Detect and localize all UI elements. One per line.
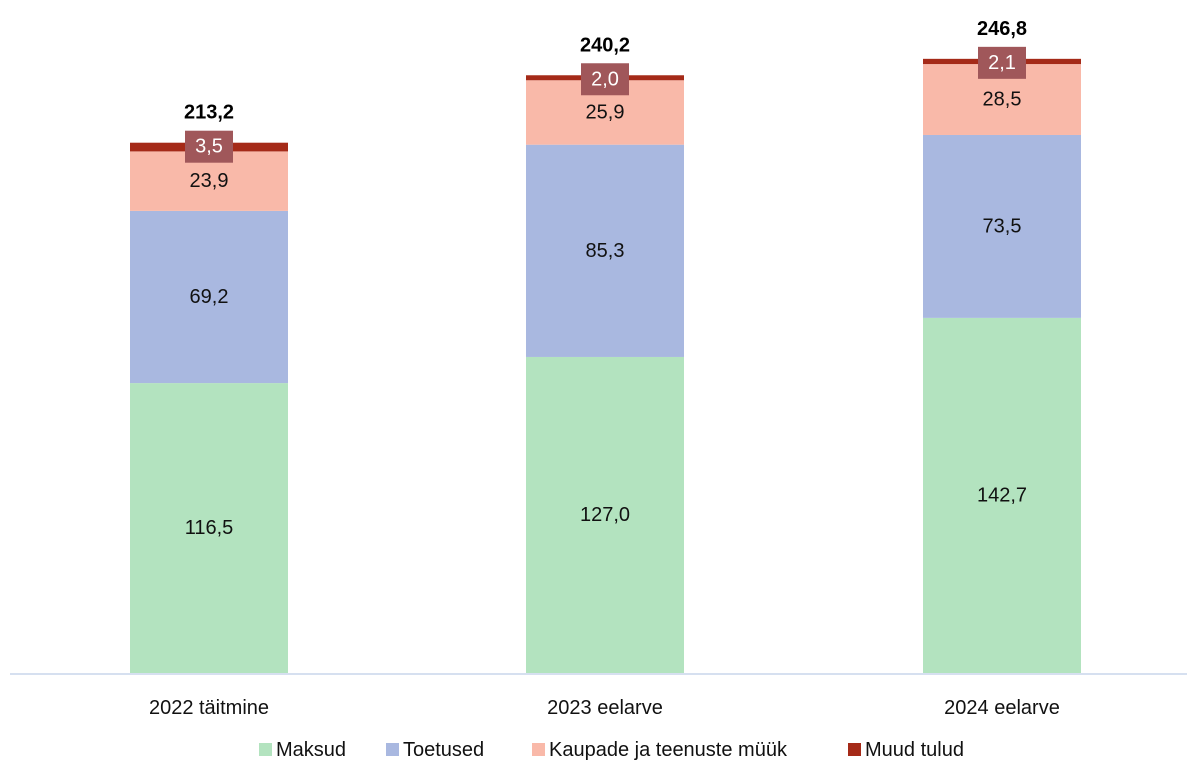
data-label: 142,7 bbox=[977, 484, 1027, 506]
data-label: 2,0 bbox=[591, 68, 619, 90]
data-label: 25,9 bbox=[586, 101, 625, 123]
data-label: 85,3 bbox=[586, 240, 625, 262]
data-label: 73,5 bbox=[983, 215, 1022, 237]
data-label: 28,5 bbox=[983, 89, 1022, 111]
x-tick-label: 2024 eelarve bbox=[944, 697, 1060, 719]
x-tick-label: 2022 täitmine bbox=[149, 697, 269, 719]
bar-segment bbox=[130, 383, 288, 673]
legend-swatch bbox=[386, 743, 399, 756]
bar-segment bbox=[526, 144, 684, 357]
x-tick-label: 2023 eelarve bbox=[547, 697, 663, 719]
data-label: 69,2 bbox=[190, 286, 229, 308]
bar-segment bbox=[923, 317, 1081, 673]
bars-group: 116,5 69,2 23,9 3,5 213,2 127,0 85,3 25,9 2,0 240… bbox=[130, 18, 1081, 673]
legend-swatch bbox=[532, 743, 545, 756]
legend-label: Muud tulud bbox=[865, 739, 964, 760]
data-label-box bbox=[185, 130, 233, 163]
data-label: 3,5 bbox=[195, 136, 223, 158]
data-label: 23,9 bbox=[190, 170, 229, 192]
data-label: 2,1 bbox=[988, 52, 1016, 74]
legend-label: Kaupade ja teenuste müük bbox=[549, 739, 788, 760]
bar-segment bbox=[526, 356, 684, 673]
data-label-box bbox=[978, 46, 1026, 79]
bar-segment bbox=[923, 134, 1081, 318]
legend-label: Toetused bbox=[403, 739, 484, 760]
legend-swatch bbox=[848, 743, 861, 756]
data-label: 116,5 bbox=[185, 517, 234, 539]
legend: Maksud Toetused Kaupade ja teenuste müük Mu… bbox=[259, 739, 964, 760]
total-label: 213,2 bbox=[184, 101, 234, 123]
bar-segment bbox=[130, 210, 288, 384]
data-label-box bbox=[581, 63, 629, 96]
category-labels: 2022 täitmine 2023 eelarve 2024 eelarve bbox=[149, 697, 1060, 719]
total-label: 240,2 bbox=[580, 34, 630, 56]
total-label: 246,8 bbox=[977, 18, 1027, 40]
legend-swatch bbox=[259, 743, 272, 756]
data-label: 127,0 bbox=[580, 504, 630, 526]
legend-label: Maksud bbox=[276, 739, 346, 760]
